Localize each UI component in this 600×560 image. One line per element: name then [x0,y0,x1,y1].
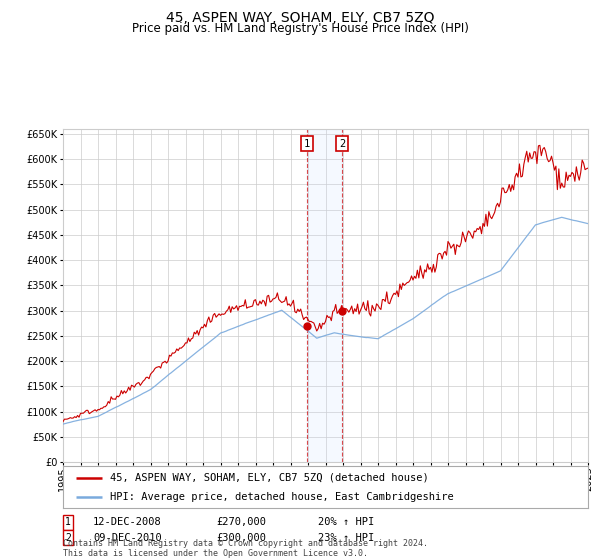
Text: 1: 1 [65,517,71,528]
Text: 2: 2 [339,139,345,149]
Text: £300,000: £300,000 [216,533,266,543]
Text: 20% ↑ HPI: 20% ↑ HPI [318,517,374,528]
Text: 2: 2 [65,533,71,543]
Text: 45, ASPEN WAY, SOHAM, ELY, CB7 5ZQ (detached house): 45, ASPEN WAY, SOHAM, ELY, CB7 5ZQ (deta… [110,473,429,483]
Text: £270,000: £270,000 [216,517,266,528]
Text: Price paid vs. HM Land Registry's House Price Index (HPI): Price paid vs. HM Land Registry's House … [131,22,469,35]
Bar [307,129,342,462]
Text: 09-DEC-2010: 09-DEC-2010 [93,533,162,543]
Text: 1: 1 [304,139,310,149]
Text: Contains HM Land Registry data © Crown copyright and database right 2024.
This d: Contains HM Land Registry data © Crown c… [63,539,428,558]
Text: 45, ASPEN WAY, SOHAM, ELY, CB7 5ZQ: 45, ASPEN WAY, SOHAM, ELY, CB7 5ZQ [166,11,434,25]
Text: 23% ↑ HPI: 23% ↑ HPI [318,533,374,543]
Text: 12-DEC-2008: 12-DEC-2008 [93,517,162,528]
Text: HPI: Average price, detached house, East Cambridgeshire: HPI: Average price, detached house, East… [110,492,454,502]
